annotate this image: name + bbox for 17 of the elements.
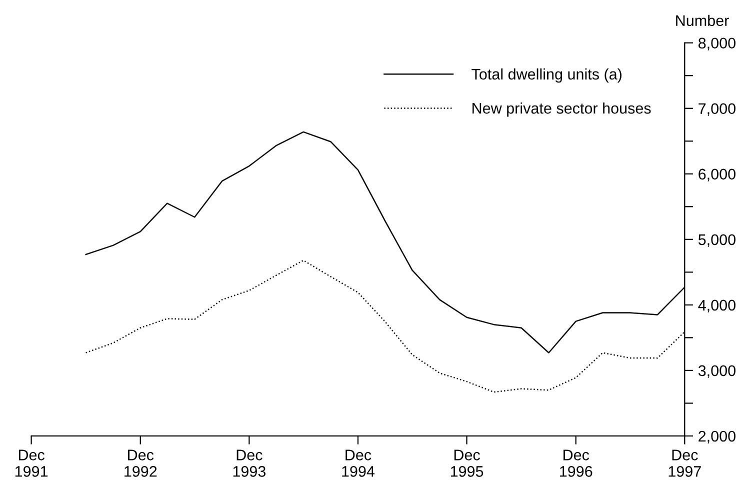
y-tick-label: 8,000 bbox=[698, 38, 736, 50]
x-tick-label: Dec 1992 bbox=[124, 450, 157, 477]
y-tick-label: 2,000 bbox=[698, 430, 736, 444]
y-tick-label: 7,000 bbox=[698, 103, 736, 116]
y-tick-label: 5,000 bbox=[698, 234, 736, 247]
x-tick-label: Dec 1996 bbox=[560, 450, 592, 477]
x-tick-label: Dec 1994 bbox=[342, 450, 375, 477]
y-tick-label: 3,000 bbox=[698, 365, 736, 378]
y-tick-label: 4,000 bbox=[698, 300, 736, 312]
x-tick-label: Dec 1995 bbox=[450, 450, 484, 477]
x-tick-label: Dec 1993 bbox=[233, 450, 266, 477]
y-tick-label: 6,000 bbox=[698, 168, 736, 182]
legend-label: New private sector houses bbox=[472, 102, 651, 117]
x-tick-label: Dec 1997 bbox=[668, 450, 701, 477]
legend-label: Total dwelling units (a) bbox=[472, 68, 622, 83]
x-tick-label: Dec 1991 bbox=[15, 450, 48, 477]
y-axis-title: Number bbox=[676, 14, 729, 26]
